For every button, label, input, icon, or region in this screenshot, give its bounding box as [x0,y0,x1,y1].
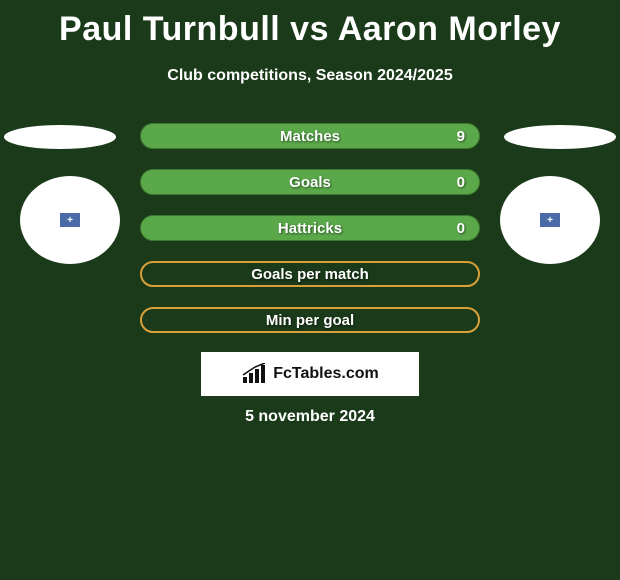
page-title: Paul Turnbull vs Aaron Morley [0,0,620,49]
subtitle: Club competitions, Season 2024/2025 [0,67,620,85]
right-ellipse-decoration [504,125,616,149]
stat-bar-hattricks: Hattricks 0 [140,215,480,241]
fctables-logo: FcTables.com [201,352,419,396]
stat-label: Matches [280,128,340,145]
flag-plus-icon: + [547,215,553,226]
stat-bar-min-per-goal: Min per goal [140,307,480,333]
player2-avatar-circle: + [500,176,600,264]
date-label: 5 november 2024 [0,408,620,426]
stat-value: 9 [457,128,465,145]
stat-label: Goals per match [251,266,369,283]
flag-plus-icon: + [67,215,73,226]
left-ellipse-decoration [4,125,116,149]
player1-flag-icon: + [60,213,80,227]
stat-value: 0 [457,174,465,191]
stat-bar-goals: Goals 0 [140,169,480,195]
player2-flag-icon: + [540,213,560,227]
stat-bar-matches: Matches 9 [140,123,480,149]
fctables-logo-text: FcTables.com [273,365,379,383]
stat-bars-container: Matches 9 Goals 0 Hattricks 0 Goals per … [140,123,480,353]
stat-label: Hattricks [278,220,342,237]
stat-bar-goals-per-match: Goals per match [140,261,480,287]
stat-label: Min per goal [266,312,354,329]
fctables-chart-icon [241,363,269,385]
player1-avatar-circle: + [20,176,120,264]
stat-label: Goals [289,174,331,191]
stat-value: 0 [457,220,465,237]
